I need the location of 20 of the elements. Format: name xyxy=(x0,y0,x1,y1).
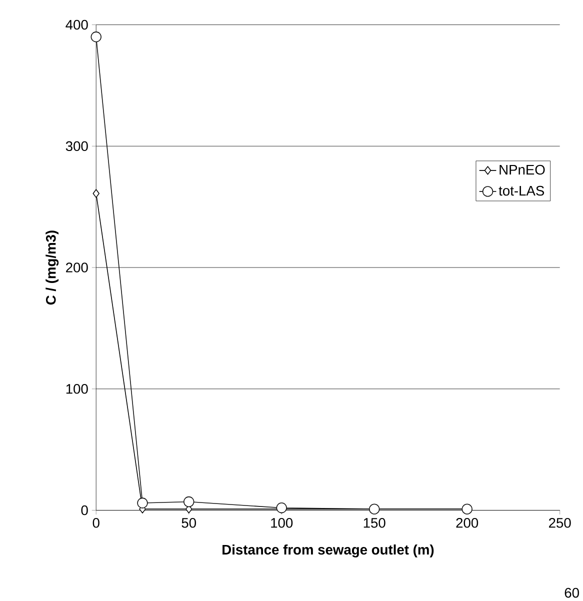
x-tick-label: 0 xyxy=(92,518,100,528)
x-tick-label: 250 xyxy=(549,518,571,528)
x-tick-label: 100 xyxy=(271,518,293,528)
x-tick-label: 50 xyxy=(182,518,196,528)
point xyxy=(90,32,102,42)
y-tick-label: 300 xyxy=(66,141,88,152)
legend-label: NPnEO xyxy=(500,164,545,175)
point xyxy=(137,498,148,508)
x-tick-label: 200 xyxy=(456,518,478,528)
x-tick-label: 150 xyxy=(364,518,386,528)
point xyxy=(92,189,100,198)
text: 60 xyxy=(564,588,580,598)
legend-label: tot-LAS xyxy=(498,186,544,196)
y-tick-label: 100 xyxy=(66,384,88,394)
y-tick-label: 400 xyxy=(66,20,88,30)
x-axis-title: Distance from sewage outlet (m) xyxy=(222,544,434,558)
y-axis-title: C / (mg/m3) xyxy=(46,230,59,305)
y-tick-label: 0 xyxy=(81,505,88,516)
y-tick-label: 200 xyxy=(66,262,88,272)
point xyxy=(184,496,194,508)
